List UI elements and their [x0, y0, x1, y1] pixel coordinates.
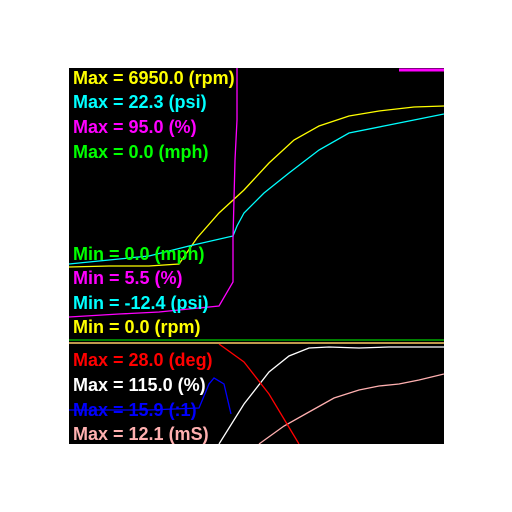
injector-trace: [259, 374, 444, 444]
rpm-min-label: Min = 0.0 (rpm): [73, 317, 201, 337]
injector-max-label: Max = 12.1 (mS): [73, 424, 209, 444]
timing-trace: [219, 344, 299, 444]
afr-max-label: Max = 15.9 (:1): [73, 400, 197, 420]
timing-max-label: Max = 28.0 (deg): [73, 350, 213, 370]
rpm-max-label: Max = 6950.0 (rpm): [73, 68, 235, 88]
speed-min-label: Min = 0.0 (mph): [73, 244, 205, 264]
lower-graph-panel[interactable]: Max = 28.0 (deg) Max = 115.0 (%) Max = 1…: [69, 344, 444, 444]
throttle-min-label: Min = 5.5 (%): [73, 268, 183, 288]
speed-max-label: Max = 0.0 (mph): [73, 142, 209, 162]
ve-trace: [219, 347, 444, 444]
ve-max-label: Max = 115.0 (%): [73, 375, 206, 395]
throttle-max-label: Max = 95.0 (%): [73, 117, 197, 137]
upper-graph-panel[interactable]: Max = 6950.0 (rpm) Max = 22.3 (psi) Max …: [69, 68, 444, 344]
boost-min-label: Min = -12.4 (psi): [73, 293, 209, 313]
boost-max-label: Max = 22.3 (psi): [73, 92, 207, 112]
